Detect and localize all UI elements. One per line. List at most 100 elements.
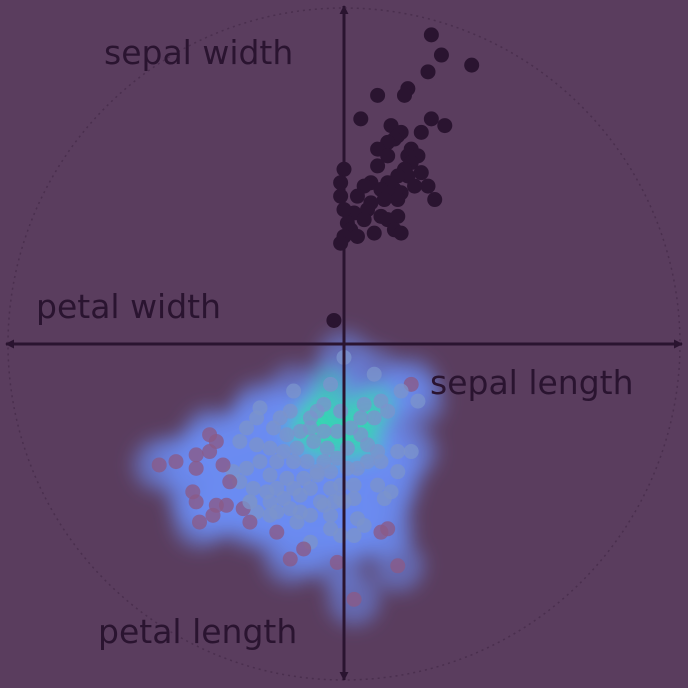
data-point bbox=[373, 454, 389, 470]
data-point bbox=[423, 111, 439, 127]
data-point bbox=[188, 447, 204, 463]
data-point bbox=[366, 410, 382, 426]
data-point bbox=[299, 454, 315, 470]
data-point bbox=[282, 403, 298, 419]
data-point bbox=[245, 480, 261, 496]
data-point bbox=[316, 423, 332, 439]
data-point bbox=[222, 474, 238, 490]
data-point bbox=[286, 454, 302, 470]
data-point bbox=[349, 228, 365, 244]
data-point bbox=[286, 383, 302, 399]
data-point bbox=[336, 202, 352, 218]
data-point bbox=[289, 514, 305, 530]
data-point bbox=[420, 178, 436, 194]
data-point bbox=[380, 403, 396, 419]
data-point bbox=[333, 403, 349, 419]
data-point bbox=[437, 118, 453, 134]
data-point bbox=[215, 457, 231, 473]
data-point bbox=[390, 464, 406, 480]
data-point bbox=[323, 376, 339, 392]
data-point bbox=[380, 148, 396, 164]
data-point bbox=[239, 420, 255, 436]
data-point bbox=[306, 433, 322, 449]
data-point bbox=[302, 507, 318, 523]
data-point bbox=[279, 427, 295, 443]
data-point bbox=[390, 192, 406, 208]
data-point bbox=[323, 464, 339, 480]
data-point bbox=[336, 161, 352, 177]
data-point bbox=[168, 454, 184, 470]
data-point bbox=[396, 87, 412, 103]
data-point bbox=[309, 464, 325, 480]
data-point bbox=[326, 312, 342, 328]
data-point bbox=[356, 517, 372, 533]
data-point bbox=[188, 494, 204, 510]
axis-label-petal-length: petal length bbox=[98, 612, 297, 651]
data-point bbox=[353, 410, 369, 426]
data-point bbox=[360, 454, 376, 470]
data-point bbox=[249, 410, 265, 426]
data-point bbox=[366, 366, 382, 382]
axes bbox=[5, 5, 683, 681]
data-point bbox=[427, 192, 443, 208]
data-point bbox=[239, 460, 255, 476]
data-point bbox=[370, 158, 386, 174]
data-point bbox=[423, 27, 439, 43]
data-point bbox=[252, 454, 268, 470]
data-point bbox=[390, 444, 406, 460]
data-point bbox=[262, 467, 278, 483]
cluster-b-points bbox=[151, 349, 426, 607]
data-point bbox=[353, 111, 369, 127]
data-point bbox=[333, 188, 349, 204]
data-point bbox=[349, 188, 365, 204]
axis-label-petal-width: petal width bbox=[36, 287, 221, 326]
data-point bbox=[242, 514, 258, 530]
data-point bbox=[296, 541, 312, 557]
data-point bbox=[346, 477, 362, 493]
data-point bbox=[242, 494, 258, 510]
data-point bbox=[464, 57, 480, 73]
data-point bbox=[292, 487, 308, 503]
data-point bbox=[323, 507, 339, 523]
data-point bbox=[192, 514, 208, 530]
data-point bbox=[265, 420, 281, 436]
data-point bbox=[393, 383, 409, 399]
data-point bbox=[333, 175, 349, 191]
data-point bbox=[289, 440, 305, 456]
data-point bbox=[370, 477, 386, 493]
data-point bbox=[292, 423, 308, 439]
data-point bbox=[269, 524, 285, 540]
data-point bbox=[205, 507, 221, 523]
data-point bbox=[346, 528, 362, 544]
data-point bbox=[366, 225, 382, 241]
data-point bbox=[346, 591, 362, 607]
data-point bbox=[151, 457, 167, 473]
data-point bbox=[282, 501, 298, 517]
data-point bbox=[433, 47, 449, 63]
data-point bbox=[269, 454, 285, 470]
axis-label-sepal-length: sepal length bbox=[430, 363, 634, 402]
data-point bbox=[393, 225, 409, 241]
data-point bbox=[356, 212, 372, 228]
data-point bbox=[333, 477, 349, 493]
data-point bbox=[420, 64, 436, 80]
data-point bbox=[333, 235, 349, 251]
data-point bbox=[370, 87, 386, 103]
data-point bbox=[262, 440, 278, 456]
data-point bbox=[390, 558, 406, 574]
data-point bbox=[356, 396, 372, 412]
data-point bbox=[413, 124, 429, 140]
data-point bbox=[232, 433, 248, 449]
data-point bbox=[319, 440, 335, 456]
data-point bbox=[373, 524, 389, 540]
data-point bbox=[383, 484, 399, 500]
data-point bbox=[407, 178, 423, 194]
data-point bbox=[410, 393, 426, 409]
data-point bbox=[202, 427, 218, 443]
data-point bbox=[262, 507, 278, 523]
data-point bbox=[316, 396, 332, 412]
data-point bbox=[403, 444, 419, 460]
axis-label-sepal-width: sepal width bbox=[104, 33, 293, 72]
data-point bbox=[282, 551, 298, 567]
